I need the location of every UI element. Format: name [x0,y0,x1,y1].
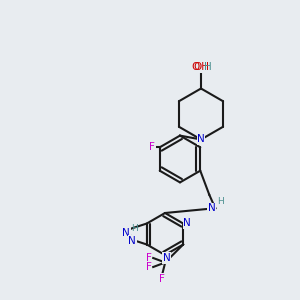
Text: N: N [208,203,215,213]
Text: H: H [204,62,212,73]
Text: F: F [149,142,155,152]
Text: F: F [159,274,165,284]
Text: OH: OH [193,62,209,73]
Text: N: N [183,218,191,229]
Text: N: N [122,227,130,238]
Text: H: H [131,224,138,233]
Text: N: N [163,253,170,263]
Text: F: F [146,262,152,272]
Text: N: N [128,236,136,246]
Text: F: F [146,253,152,263]
Text: H: H [217,197,224,206]
Text: O: O [191,62,200,73]
Text: N: N [197,134,205,145]
